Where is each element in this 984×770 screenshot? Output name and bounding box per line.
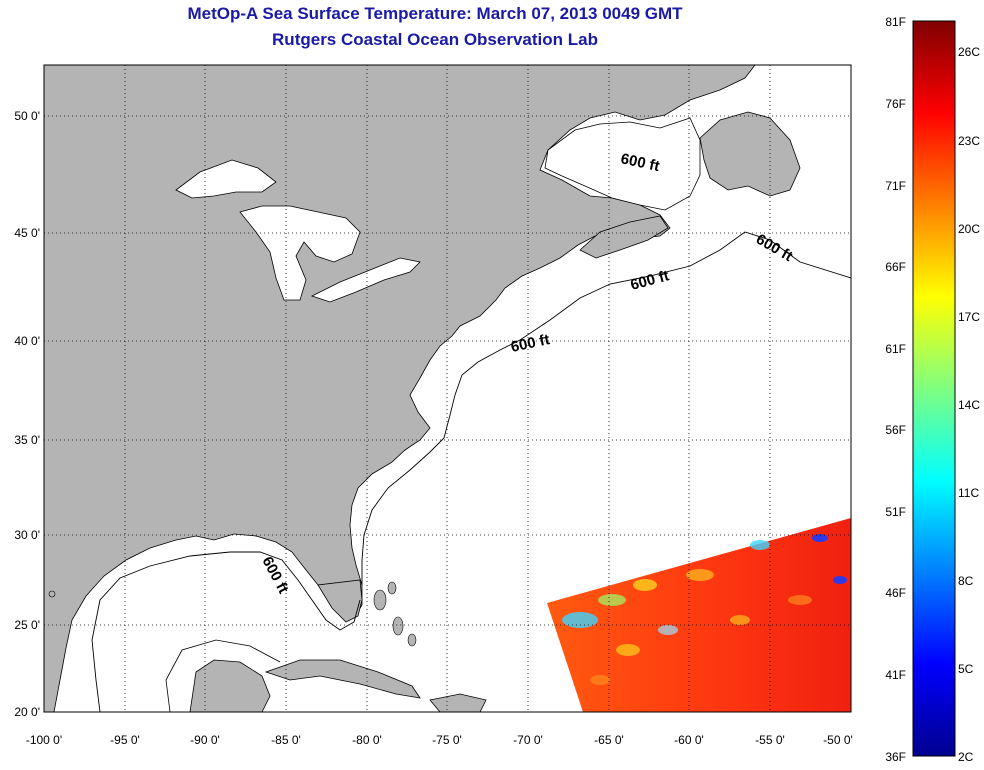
lon-tick: -65 0' — [594, 733, 624, 747]
lon-tick: -100 0' — [26, 733, 62, 747]
colorbar-c-label: 20C — [958, 222, 980, 236]
colorbar-celsius-labels: 26C 23C 20C 17C 14C 11C 8C 5C 2C — [958, 45, 980, 764]
yucatan-shelf — [165, 639, 281, 712]
colorbar-f-label: 56F — [885, 423, 906, 437]
lake-superior — [175, 159, 277, 199]
colorbar-f-label: 71F — [885, 179, 906, 193]
colorbar-f-label: 41F — [885, 668, 906, 682]
florida — [317, 579, 363, 623]
colorbar-c-label: 5C — [958, 662, 974, 676]
plot-frame — [43, 64, 852, 713]
colorbar — [912, 20, 956, 757]
lat-tick: 20 0' — [14, 705, 40, 719]
colorbar-f-label: 81F — [885, 15, 906, 29]
hispaniola — [429, 693, 487, 712]
lon-tick: -95 0' — [110, 733, 140, 747]
sst-swath-cold-patches — [562, 534, 847, 685]
lat-ticks: 20 0' 25 0' 30 0' 35 0' 40 0' 45 0' 50 0… — [14, 109, 40, 719]
colorbar-f-label: 51F — [885, 505, 906, 519]
colorbar-fahrenheit-labels: 81F 76F 71F 66F 61F 56F 51F 46F 41F 36F — [885, 15, 906, 764]
lon-tick: -75 0' — [432, 733, 462, 747]
sst-swath — [547, 518, 851, 712]
colorbar-c-label: 8C — [958, 574, 974, 588]
lat-tick: 50 0' — [14, 109, 40, 123]
gulf-st-lawrence — [544, 117, 701, 211]
colorbar-c-label: 2C — [958, 750, 974, 764]
lat-tick: 30 0' — [14, 528, 40, 542]
colorbar-c-label: 14C — [958, 398, 980, 412]
colorbar-f-label: 76F — [885, 97, 906, 111]
bahamas — [373, 581, 417, 647]
colorbar-c-label: 17C — [958, 310, 980, 324]
newfoundland — [699, 111, 801, 197]
yucatan-land — [189, 659, 271, 712]
cuba — [264, 659, 421, 699]
colorbar-c-label: 11C — [958, 486, 979, 500]
colorbar-f-label: 46F — [885, 586, 906, 600]
lat-tick: 25 0' — [14, 618, 40, 632]
colorbar-c-label: 23C — [958, 134, 980, 148]
grid-lines — [44, 65, 851, 712]
lon-tick: -90 0' — [190, 733, 220, 747]
lon-tick: -60 0' — [674, 733, 704, 747]
lon-ticks: -100 0' -95 0' -90 0' -85 0' -80 0' -75 … — [26, 733, 853, 747]
map-title: MetOp-A Sea Surface Temperature: March 0… — [187, 4, 683, 23]
colorbar-f-label: 36F — [885, 750, 906, 764]
lon-tick: -50 0' — [823, 733, 853, 747]
lat-tick: 40 0' — [14, 334, 40, 348]
lon-tick: -55 0' — [755, 733, 785, 747]
colorbar-c-label: 26C — [958, 45, 980, 59]
lon-tick: -80 0' — [352, 733, 382, 747]
colorbar-f-label: 61F — [885, 342, 906, 356]
lon-tick: -70 0' — [513, 733, 543, 747]
map-subtitle: Rutgers Coastal Ocean Observation Lab — [272, 30, 598, 49]
colorbar-f-label: 66F — [885, 260, 906, 274]
nova-scotia — [579, 215, 669, 259]
lake-michigan-huron — [239, 205, 361, 301]
lat-tick: 45 0' — [14, 226, 40, 240]
lat-tick: 35 0' — [14, 433, 40, 447]
island — [48, 590, 56, 598]
lake-erie-ontario — [310, 257, 421, 303]
lon-tick: -85 0' — [271, 733, 301, 747]
